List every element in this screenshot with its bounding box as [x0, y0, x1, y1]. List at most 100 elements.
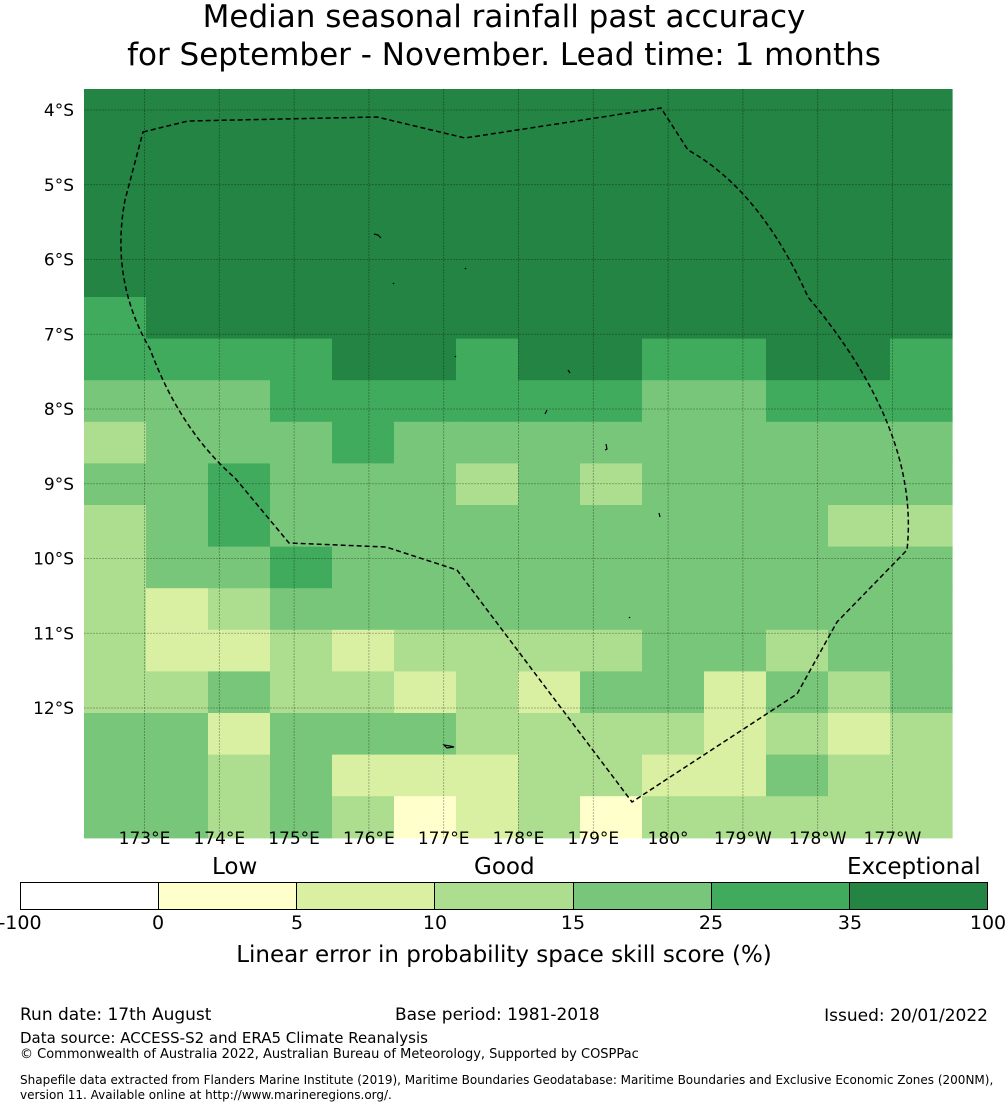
- latitude-label: 9°S: [44, 475, 74, 495]
- grid-cell: [704, 463, 767, 506]
- grid-cell: [890, 629, 953, 672]
- latitude-label: 10°S: [33, 550, 74, 570]
- grid-cell: [580, 713, 643, 756]
- colorbar-tick: 100: [969, 912, 1007, 934]
- grid-cell: [208, 505, 271, 548]
- grid-cell: [704, 505, 767, 548]
- grid-cell: [84, 297, 147, 340]
- grid-cell: [766, 546, 829, 589]
- grid-cell: [828, 297, 891, 340]
- grid-cell: [394, 172, 457, 215]
- grid-cell: [642, 213, 705, 256]
- island-atoll: [658, 512, 661, 518]
- grid-cell: [332, 213, 395, 256]
- grid-cell: [270, 463, 333, 506]
- grid-cell: [580, 505, 643, 548]
- colorbar-segment: [21, 883, 160, 909]
- grid-cell: [890, 213, 953, 256]
- grid-cell: [394, 546, 457, 589]
- grid-cell: [84, 754, 147, 797]
- grid-cell: [642, 671, 705, 714]
- grid-cell: [270, 713, 333, 756]
- grid-cell: [146, 255, 209, 298]
- grid-cell: [270, 297, 333, 340]
- grid-cell: [890, 796, 953, 839]
- grid-cell: [394, 796, 457, 839]
- grid-cell: [580, 588, 643, 631]
- grid-cell: [270, 754, 333, 797]
- grid-cell: [704, 546, 767, 589]
- grid-cell: [270, 505, 333, 548]
- grid-cell: [518, 713, 581, 756]
- grid-cell: [828, 255, 891, 298]
- grid-cell: [394, 713, 457, 756]
- grid-cell: [84, 255, 147, 298]
- grid-cell: [580, 213, 643, 256]
- grid-cell: [704, 380, 767, 423]
- grid-cell: [456, 754, 519, 797]
- grid-cell: [146, 421, 209, 464]
- grid-cell: [332, 255, 395, 298]
- grid-cell: [828, 588, 891, 631]
- grid-cell: [766, 754, 829, 797]
- grid-cell: [766, 380, 829, 423]
- island-atoll: [544, 409, 548, 415]
- grid-cell: [642, 796, 705, 839]
- grid-cell: [270, 588, 333, 631]
- grid-cell: [332, 505, 395, 548]
- longitude-label: 180°: [648, 829, 689, 849]
- longitude-label: 178°W: [789, 829, 847, 849]
- longitude-label: 174°E: [193, 829, 245, 849]
- colorbar-tick: 0: [151, 912, 165, 934]
- grid-cell: [766, 338, 829, 381]
- grid-cell: [828, 421, 891, 464]
- grid-cell: [828, 754, 891, 797]
- grid-cell: [332, 546, 395, 589]
- grid-cell: [208, 255, 271, 298]
- grid-cell: [890, 297, 953, 340]
- island-atoll: [454, 355, 457, 358]
- colorbar-segment: [297, 883, 436, 909]
- grid-cell: [890, 172, 953, 215]
- grid-cell: [394, 588, 457, 631]
- grid-cell: [270, 546, 333, 589]
- grid-cell: [332, 463, 395, 506]
- grid-cell: [580, 130, 643, 173]
- grid-cell: [146, 588, 209, 631]
- grid-cell: [456, 89, 519, 132]
- grid-cell: [642, 421, 705, 464]
- latitude-label: 5°S: [44, 176, 74, 196]
- colorbar-tick: 15: [560, 912, 586, 934]
- grid-cell: [580, 89, 643, 132]
- grid-cell: [270, 130, 333, 173]
- grid-cell: [828, 130, 891, 173]
- grid-cell: [84, 588, 147, 631]
- grid-cell: [456, 713, 519, 756]
- grid-cell: [456, 505, 519, 548]
- grid-cell: [518, 629, 581, 672]
- grid-cell: [828, 546, 891, 589]
- grid-cell: [828, 380, 891, 423]
- grid-cell: [456, 671, 519, 714]
- grid-cell: [146, 713, 209, 756]
- grid-cell: [518, 338, 581, 381]
- grid-cell: [828, 796, 891, 839]
- grid-cell: [84, 89, 147, 132]
- island-atoll: [567, 369, 571, 374]
- grid-cell: [208, 380, 271, 423]
- colorbar-tick: 25: [698, 912, 724, 934]
- shapefile-credit: Shapefile data extracted from Flanders M…: [20, 1073, 994, 1102]
- grid-cell: [84, 213, 147, 256]
- grid-cell: [518, 213, 581, 256]
- grid-cell: [704, 713, 767, 756]
- grid-cell: [270, 213, 333, 256]
- grid-cell: [704, 588, 767, 631]
- longitude-label: 175°E: [268, 829, 320, 849]
- grid-cell: [766, 463, 829, 506]
- grid-cell: [146, 796, 209, 839]
- grid-cell: [394, 213, 457, 256]
- grid-cell: [208, 421, 271, 464]
- grid-cell: [84, 796, 147, 839]
- grid-cell: [270, 671, 333, 714]
- grid-cell: [580, 671, 643, 714]
